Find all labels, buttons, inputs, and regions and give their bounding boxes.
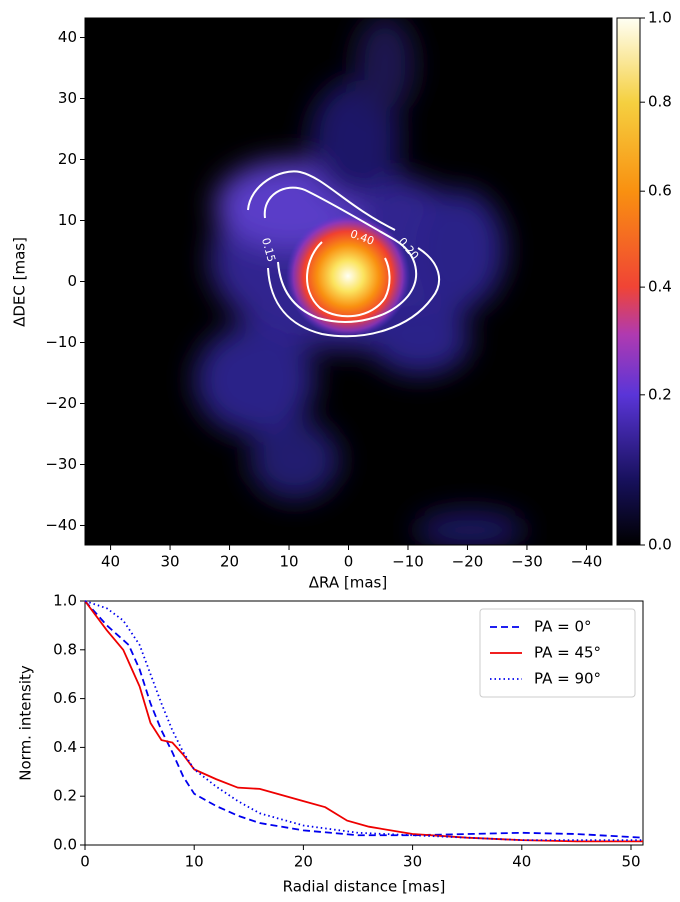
x-tick-label: 20 <box>294 853 313 871</box>
x-tick-label: 20 <box>220 553 239 571</box>
colorbar <box>616 17 641 546</box>
colorbar-tick-label: 0.0 <box>648 536 672 554</box>
legend-label: PA = 45° <box>534 644 601 662</box>
legend-label: PA = 0° <box>534 618 592 636</box>
axes-frame <box>84 600 644 846</box>
contour-label: 0.15 <box>259 236 278 263</box>
y-tick-label: 0 <box>67 272 77 290</box>
y-tick-label: 0.0 <box>53 836 77 854</box>
x-tick-label: 30 <box>161 553 180 571</box>
x-tick-label: 0 <box>80 853 90 871</box>
y-tick-label: 1.0 <box>53 592 77 610</box>
line <box>84 600 643 843</box>
y-tick-label: 40 <box>58 28 77 46</box>
legend-box <box>479 608 636 698</box>
y-tick-label: 0.6 <box>53 689 77 707</box>
y-tick-label: 10 <box>58 211 77 229</box>
x-tick-label: −10 <box>392 553 424 571</box>
image: 0.15 0.20 0.40 <box>85 18 612 545</box>
x-tick-label: −30 <box>511 553 543 571</box>
x-tick-label: 40 <box>512 853 531 871</box>
y-tick-label: 0.2 <box>53 787 77 805</box>
colorbar-tick-label: 0.4 <box>648 278 672 296</box>
y-axis-label: Norm. intensity <box>17 665 35 781</box>
y-tick-label: 30 <box>58 89 77 107</box>
x-tick-label: 40 <box>101 553 120 571</box>
y-tick-label: 0.4 <box>53 738 77 756</box>
x-tick-label: 30 <box>403 853 422 871</box>
colorbar-tick-label: 0.2 <box>648 385 672 403</box>
contour <box>247 170 441 338</box>
y-tick-label: −20 <box>45 394 77 412</box>
legend-label: PA = 90° <box>534 670 601 688</box>
y-axis-label: ΔDEC [mas] <box>11 237 29 327</box>
line <box>84 600 644 839</box>
contour <box>306 241 391 318</box>
x-tick-label: −20 <box>452 553 484 571</box>
x-tick-label: 50 <box>621 853 640 871</box>
x-tick-label: 10 <box>185 853 204 871</box>
y-tick-label: 0.8 <box>53 640 77 658</box>
y-tick-label: 20 <box>58 150 77 168</box>
colorbar-tick-label: 1.0 <box>648 9 672 27</box>
x-axis-label: ΔRA [mas] <box>309 574 387 592</box>
y-tick-label: −10 <box>45 333 77 351</box>
colorbar-tick-label: 0.8 <box>648 93 672 111</box>
x-tick-label: 10 <box>279 553 298 571</box>
x-tick-label: 0 <box>344 553 354 571</box>
x-tick-label: −40 <box>571 553 603 571</box>
y-tick-label: −40 <box>45 516 77 534</box>
x-axis-label: Radial distance [mas] <box>283 878 446 896</box>
y-tick-label: −30 <box>45 455 77 473</box>
colorbar-tick-label: 0.6 <box>648 182 672 200</box>
contour <box>263 186 417 323</box>
line <box>84 600 643 842</box>
